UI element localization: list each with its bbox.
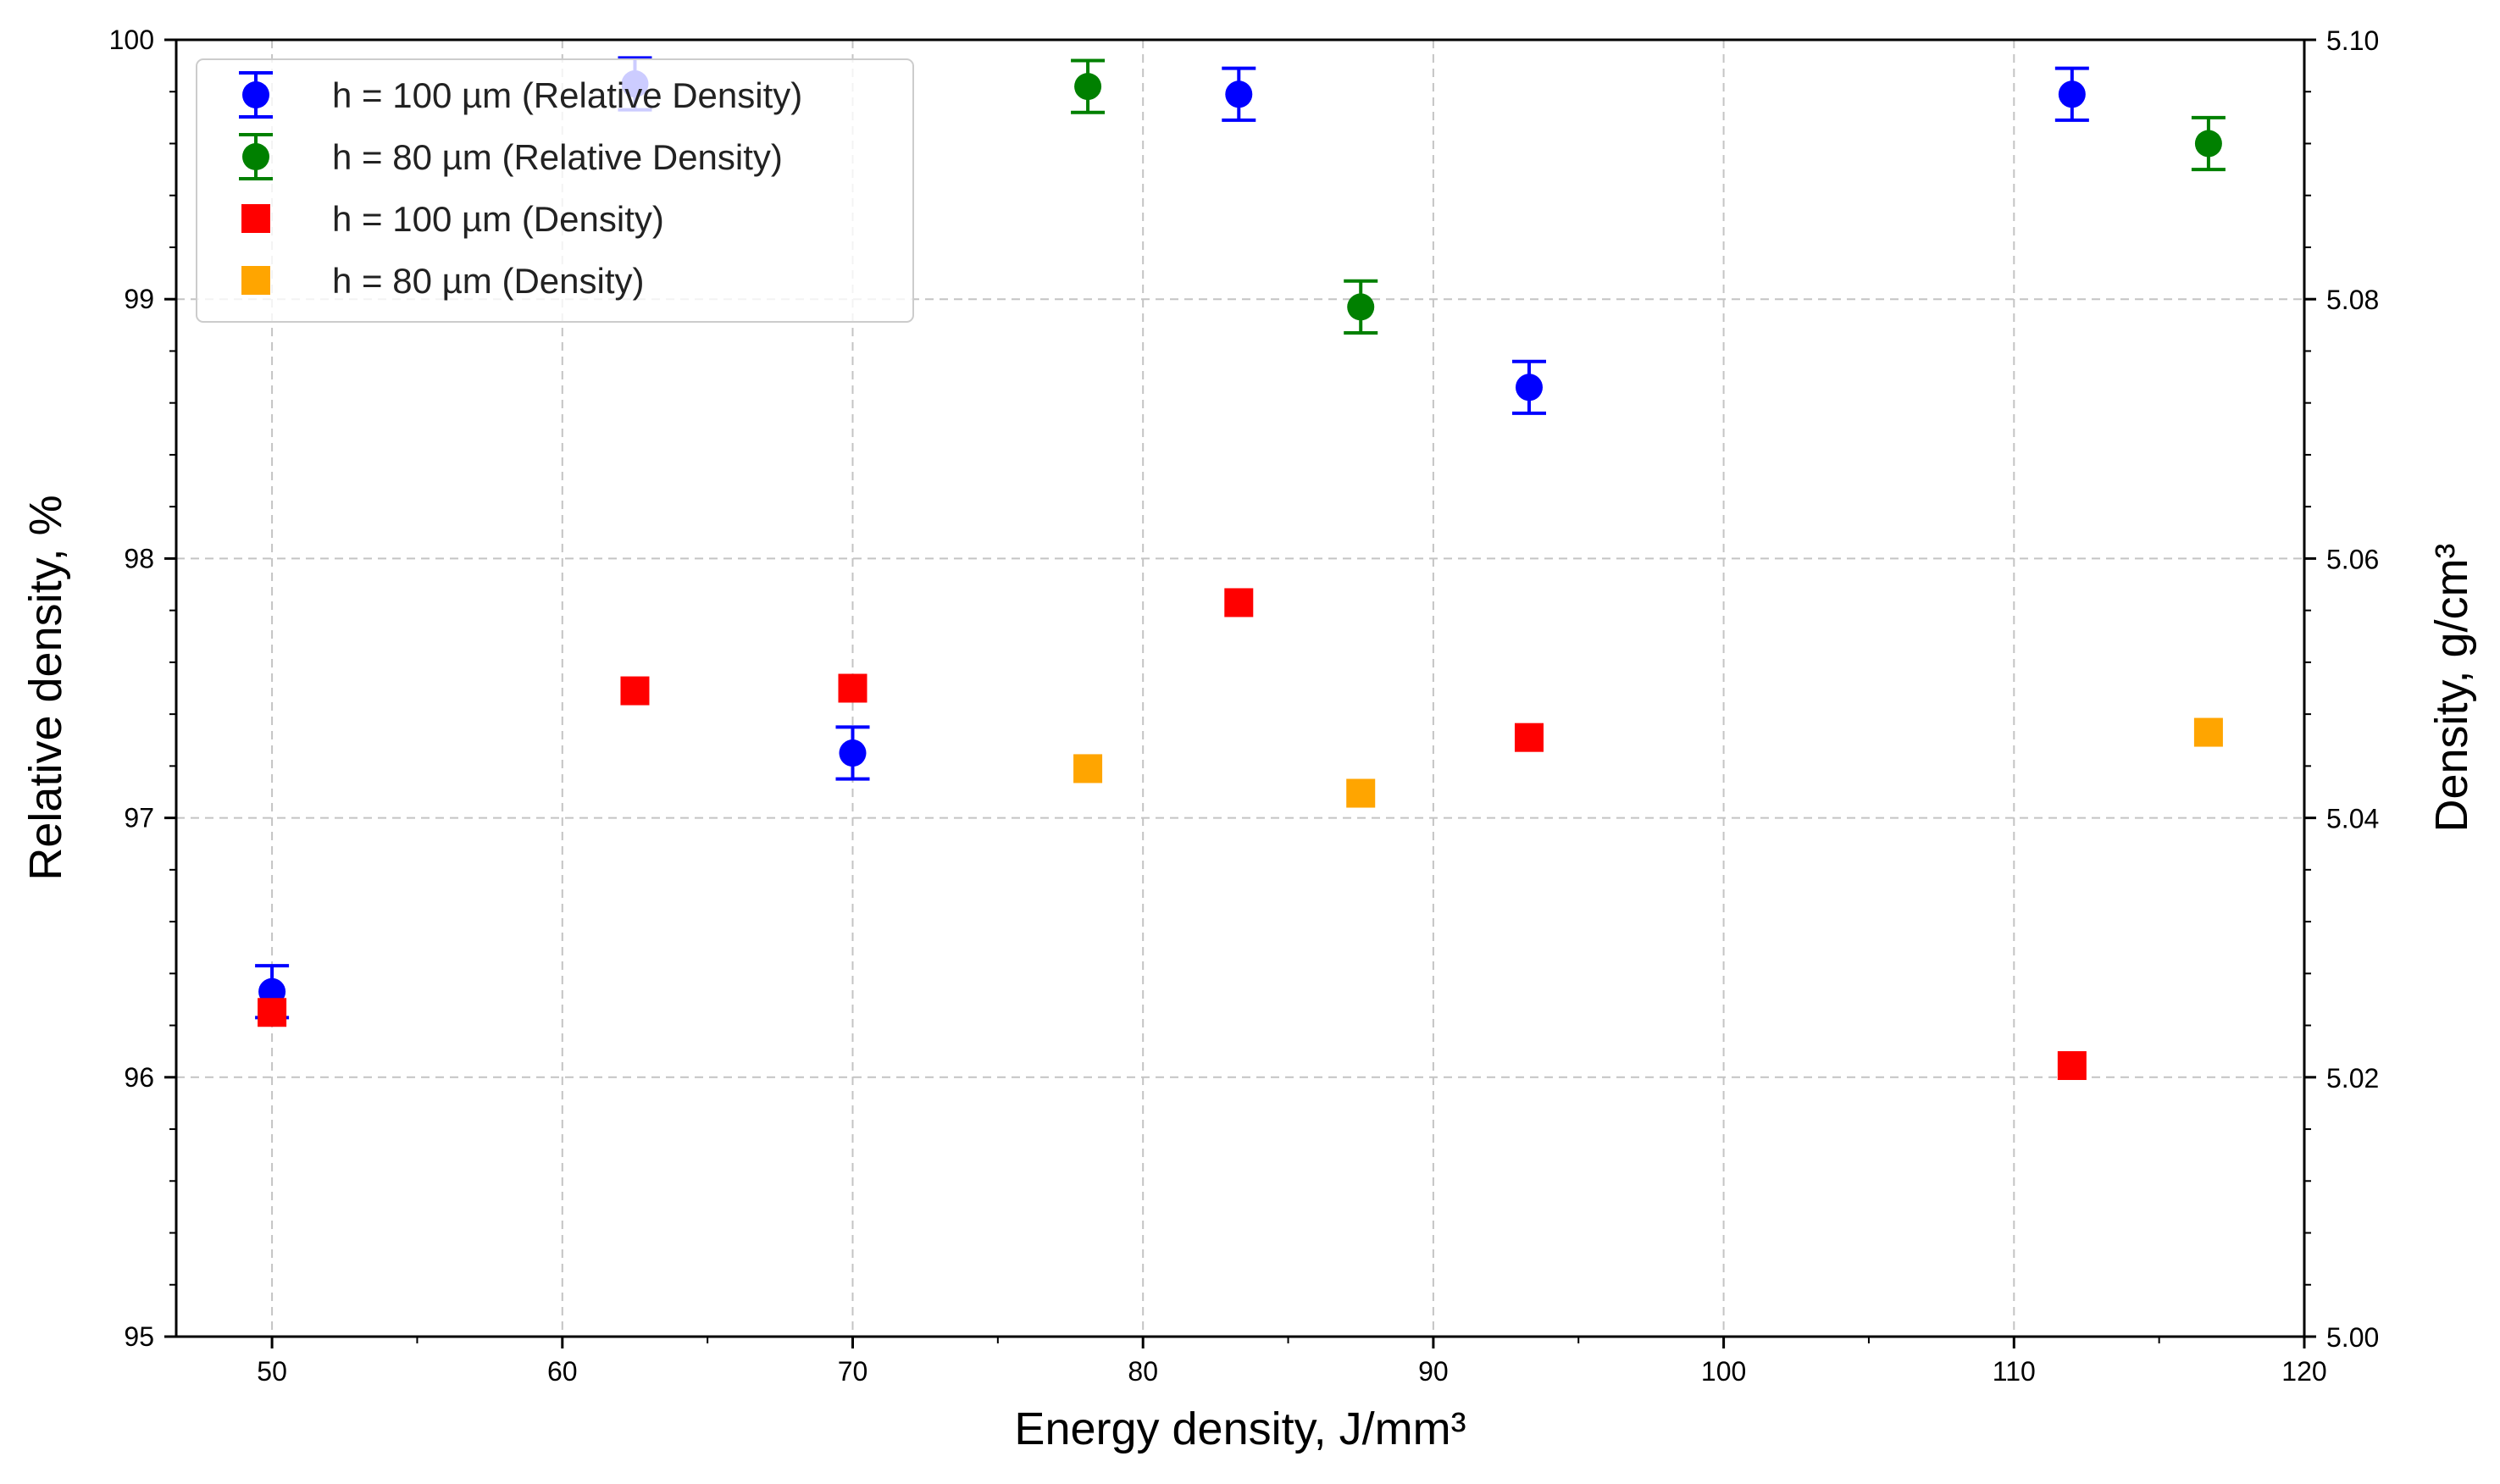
left-y-tick-label: 98 (124, 543, 154, 573)
data-point (1073, 754, 1103, 784)
data-point (1225, 80, 1253, 108)
x-tick-label: 50 (257, 1356, 287, 1387)
left-axis-ticks: 95 96 97 98 99 100 (109, 25, 176, 1352)
x-tick-label: 100 (1701, 1356, 1746, 1387)
data-point (2058, 80, 2086, 108)
left-y-tick-label: 95 (124, 1321, 154, 1352)
data-point (839, 739, 867, 767)
data-point (258, 998, 287, 1027)
left-y-tick-label: 99 (124, 284, 154, 314)
data-point (1074, 73, 1102, 101)
right-y-tick-label: 5.00 (2326, 1322, 2379, 1353)
right-axis-title: Density, g/cm³ (2426, 543, 2477, 832)
data-point (838, 673, 868, 703)
x-tick-label: 120 (2281, 1356, 2326, 1387)
plot-frame (175, 38, 2306, 1338)
legend-marker (242, 81, 269, 108)
data-point (2057, 1051, 2087, 1081)
left-y-tick-label: 97 (124, 803, 154, 833)
x-axis-title: Energy density, J/mm³ (1014, 1404, 1466, 1454)
right-y-tick-label: 5.04 (2326, 804, 2379, 834)
legend-label: h = 80 µm (Relative Density) (332, 137, 783, 177)
data-point (1347, 293, 1375, 321)
left-y-tick-label: 100 (109, 25, 154, 55)
data-point (1514, 723, 1544, 752)
legend-marker (242, 143, 269, 170)
legend-box (196, 58, 914, 323)
right-y-tick-label: 5.08 (2326, 285, 2379, 315)
data-point (1224, 588, 1254, 617)
x-tick-label: 80 (1128, 1356, 1158, 1387)
data-point (1346, 778, 1376, 808)
x-tick-label: 70 (838, 1356, 868, 1387)
data-point (2194, 130, 2222, 158)
legend-label: h = 80 µm (Density) (332, 261, 644, 301)
left-axis-title: Relative density, % (20, 495, 71, 880)
x-tick-label: 90 (1418, 1356, 1449, 1387)
x-axis-ticks: 50 60 70 80 90 100 110 120 (257, 1337, 2327, 1387)
legend-marker (241, 266, 270, 295)
right-y-tick-label: 5.06 (2326, 544, 2379, 574)
legend-label: h = 100 µm (Relative Density) (332, 75, 802, 115)
right-y-tick-label: 5.02 (2326, 1063, 2379, 1094)
x-tick-label: 60 (547, 1356, 578, 1387)
data-point (2193, 717, 2223, 747)
left-y-tick-label: 96 (124, 1062, 154, 1093)
legend-marker (241, 204, 270, 233)
data-point (620, 676, 650, 706)
legend: h = 100 µm (Relative Density) h = 80 µm (… (196, 58, 914, 323)
data-point (1515, 374, 1543, 401)
right-y-tick-label: 5.10 (2326, 25, 2379, 56)
legend-label: h = 100 µm (Density) (332, 199, 664, 239)
x-tick-label: 110 (1993, 1356, 2036, 1387)
right-axis-ticks: 5.00 5.02 5.04 5.06 5.08 5.10 (2304, 25, 2379, 1353)
